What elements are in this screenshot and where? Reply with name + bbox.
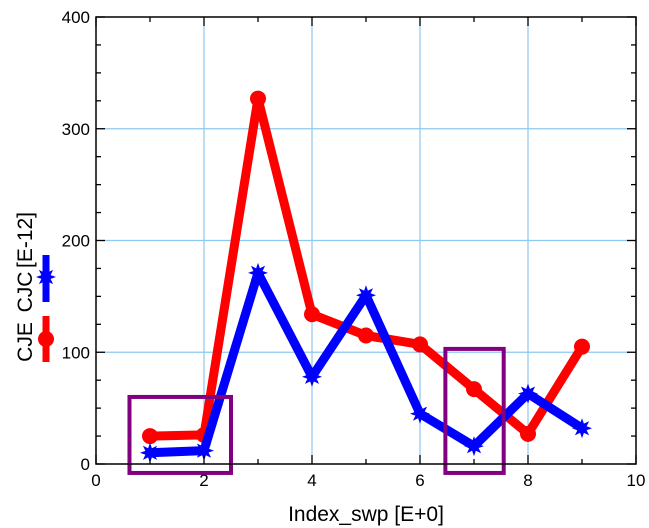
y-title-cje: CJE	[14, 322, 37, 362]
x-tick-label: 4	[307, 471, 316, 490]
circle-marker	[142, 428, 158, 445]
x-tick-label: 8	[523, 471, 532, 490]
y-title-cjc: CJC	[14, 272, 37, 313]
circle-marker	[304, 306, 320, 323]
star-marker	[302, 366, 322, 387]
circle-marker	[520, 425, 536, 442]
circle-marker	[358, 327, 374, 344]
star-marker	[140, 442, 160, 463]
series-cje	[142, 90, 590, 445]
x-tick-label: 6	[415, 471, 424, 490]
y-tick-label: 0	[81, 455, 90, 474]
star-marker	[356, 285, 376, 306]
circle-marker	[38, 331, 54, 347]
y-tick-label: 200	[62, 232, 90, 251]
x-tick-label: 0	[91, 471, 100, 490]
x-tick-label: 10	[627, 471, 646, 490]
y-tick-label: 300	[62, 120, 90, 139]
highlight-box	[127, 394, 233, 475]
star-marker	[464, 436, 484, 457]
series-line-cje	[145, 94, 587, 441]
star-marker	[36, 267, 56, 287]
star-marker	[572, 418, 592, 439]
circle-marker	[574, 338, 590, 355]
star-marker	[248, 262, 268, 283]
highlight-box	[443, 346, 506, 475]
star-marker	[194, 440, 214, 461]
y-axis-title: CJE CJC [E-12]	[14, 212, 56, 362]
x-tick-label: 2	[199, 471, 208, 490]
y-tick-label: 100	[62, 343, 90, 362]
y-tick-label: 400	[62, 8, 90, 27]
series-layer	[140, 90, 592, 463]
circle-marker	[412, 336, 428, 353]
grid	[96, 17, 636, 464]
circle-marker	[250, 90, 266, 107]
series-cjc	[140, 262, 592, 463]
annotation-layer	[127, 346, 506, 475]
star-marker	[410, 403, 430, 424]
y-title-unit: [E-12]	[14, 212, 37, 268]
x-axis-title: Index_swp [E+0]	[288, 503, 444, 526]
ticks	[95, 16, 637, 465]
circle-marker	[466, 381, 482, 398]
star-marker	[518, 383, 538, 404]
